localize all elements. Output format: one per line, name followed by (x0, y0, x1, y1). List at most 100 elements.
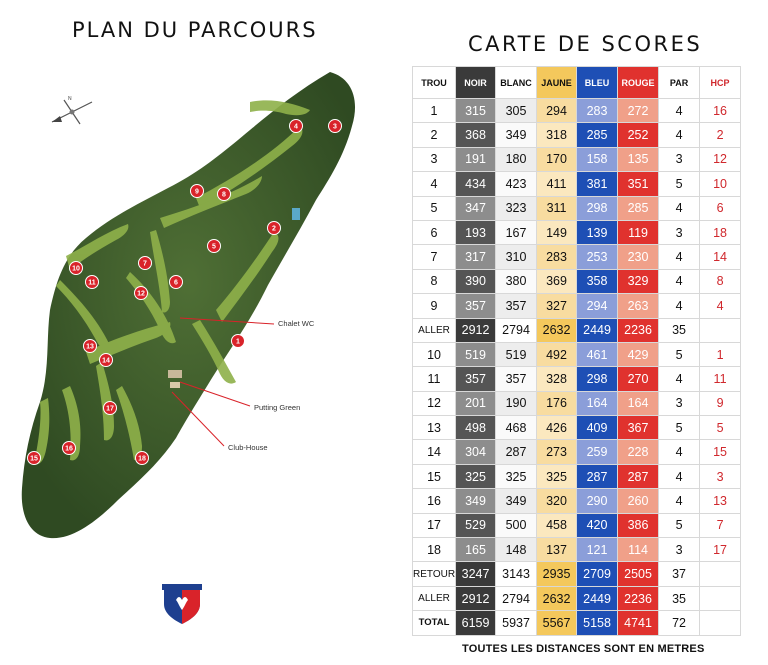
cell-jaune: 5567 (536, 610, 578, 636)
cell-hcp: 5 (699, 415, 742, 441)
cell-rouge: 329 (617, 268, 660, 295)
cell-par: 4 (658, 268, 701, 295)
cell-trou: 11 (411, 366, 457, 392)
cell-jaune: 311 (536, 195, 578, 221)
cell-noir: 317 (455, 244, 497, 270)
cell-jaune: 325 (536, 463, 578, 490)
cell-trou: 14 (411, 439, 457, 465)
cell-rouge: 164 (617, 390, 660, 417)
cell-noir: 357 (455, 293, 497, 319)
cell-par: 4 (658, 439, 701, 465)
cell-hcp: 3 (699, 463, 742, 490)
cell-trou: TOTAL (411, 610, 457, 636)
cell-jaune: 273 (536, 439, 578, 465)
club-crest-icon (162, 584, 202, 624)
cell-trou: 9 (411, 293, 457, 319)
course-map: N Chalet WC Putting Green Club-House 123… (21, 72, 356, 539)
cell-trou: ALLER (411, 317, 457, 343)
cell-par: 3 (658, 219, 701, 246)
scorecard-hole-row: 11 357 357 328 298 270 4 11 (411, 366, 742, 392)
cell-trou: 12 (411, 390, 457, 417)
cell-noir: 349 (455, 488, 497, 514)
hole-number: 1 (236, 339, 240, 346)
cell-blanc: 357 (495, 293, 538, 319)
header-trou: TROU (411, 66, 457, 99)
cell-bleu: 164 (576, 390, 619, 417)
cell-par: 4 (658, 122, 701, 148)
cell-jaune: 2935 (536, 561, 578, 587)
cell-rouge: 2236 (617, 585, 660, 612)
cell-noir: 347 (455, 195, 497, 221)
cell-trou: ALLER (411, 585, 457, 612)
cell-jaune: 294 (536, 97, 578, 124)
hole-number: 17 (106, 406, 114, 413)
cell-par: 4 (658, 244, 701, 270)
scorecard-hole-row: 12 201 190 176 164 164 3 9 (411, 390, 742, 417)
hole-number: 16 (65, 446, 73, 453)
cell-blanc: 180 (495, 146, 538, 173)
cell-rouge: 351 (617, 171, 660, 197)
cell-bleu: 409 (576, 415, 619, 441)
cell-par: 5 (658, 171, 701, 197)
compass-icon: N (51, 96, 93, 125)
cell-blanc: 305 (495, 97, 538, 124)
cell-noir: 6159 (455, 610, 497, 636)
cell-jaune: 176 (536, 390, 578, 417)
scorecard-hole-row: 13 498 468 426 409 367 5 5 (411, 415, 742, 441)
cell-jaune: 458 (536, 512, 578, 539)
map-title: PLAN DU PARCOURS (72, 18, 318, 42)
cell-blanc: 349 (495, 488, 538, 514)
cell-jaune: 411 (536, 171, 578, 197)
hole-marker: 18 (135, 451, 149, 465)
cell-blanc: 2794 (495, 317, 538, 343)
hole-number: 7 (143, 261, 147, 268)
cell-jaune: 137 (536, 537, 578, 563)
header-bleu: BLEU (576, 66, 619, 99)
cell-trou: 2 (411, 122, 457, 148)
cell-bleu: 294 (576, 293, 619, 319)
cell-rouge: 367 (617, 415, 660, 441)
cell-rouge: 272 (617, 97, 660, 124)
label-chalet-wc: Chalet WC (278, 319, 315, 328)
cell-blanc: 190 (495, 390, 538, 417)
cell-par: 5 (658, 341, 701, 368)
hole-number: 6 (174, 280, 178, 287)
cell-rouge: 2505 (617, 561, 660, 587)
cell-jaune: 327 (536, 293, 578, 319)
scorecard-hole-row: 17 529 500 458 420 386 5 7 (411, 512, 742, 539)
hole-marker: 5 (207, 239, 221, 253)
cell-hcp: 9 (699, 390, 742, 417)
cell-bleu: 121 (576, 537, 619, 563)
hole-number: 12 (137, 291, 145, 298)
cell-noir: 191 (455, 146, 497, 173)
header-jaune: JAUNE (536, 66, 578, 99)
hole-marker: 9 (190, 184, 204, 198)
cell-rouge: 119 (617, 219, 660, 246)
cell-hcp: 1 (699, 341, 742, 368)
cell-blanc: 310 (495, 244, 538, 270)
hole-number: 8 (222, 192, 226, 199)
label-putting-green: Putting Green (254, 403, 300, 412)
cell-hcp: 10 (699, 171, 742, 197)
cell-jaune: 426 (536, 415, 578, 441)
cell-par: 35 (658, 317, 701, 343)
header-par: PAR (658, 66, 701, 99)
cell-hcp: 14 (699, 244, 742, 270)
hole-number: 15 (30, 456, 38, 463)
hole-number: 4 (294, 124, 298, 131)
cell-blanc: 349 (495, 122, 538, 148)
cell-hcp (699, 317, 742, 343)
cell-rouge: 270 (617, 366, 660, 392)
hole-marker: 16 (62, 441, 76, 455)
cell-par: 3 (658, 390, 701, 417)
hole-marker: 3 (328, 119, 342, 133)
cell-jaune: 369 (536, 268, 578, 295)
cell-bleu: 158 (576, 146, 619, 173)
cell-jaune: 328 (536, 366, 578, 392)
scorecard-hole-row: 14 304 287 273 259 228 4 15 (411, 439, 742, 465)
scorecard-hole-row: 15 325 325 325 287 287 4 3 (411, 463, 742, 490)
cell-trou: 17 (411, 512, 457, 539)
cell-bleu: 253 (576, 244, 619, 270)
cell-hcp (699, 561, 742, 587)
